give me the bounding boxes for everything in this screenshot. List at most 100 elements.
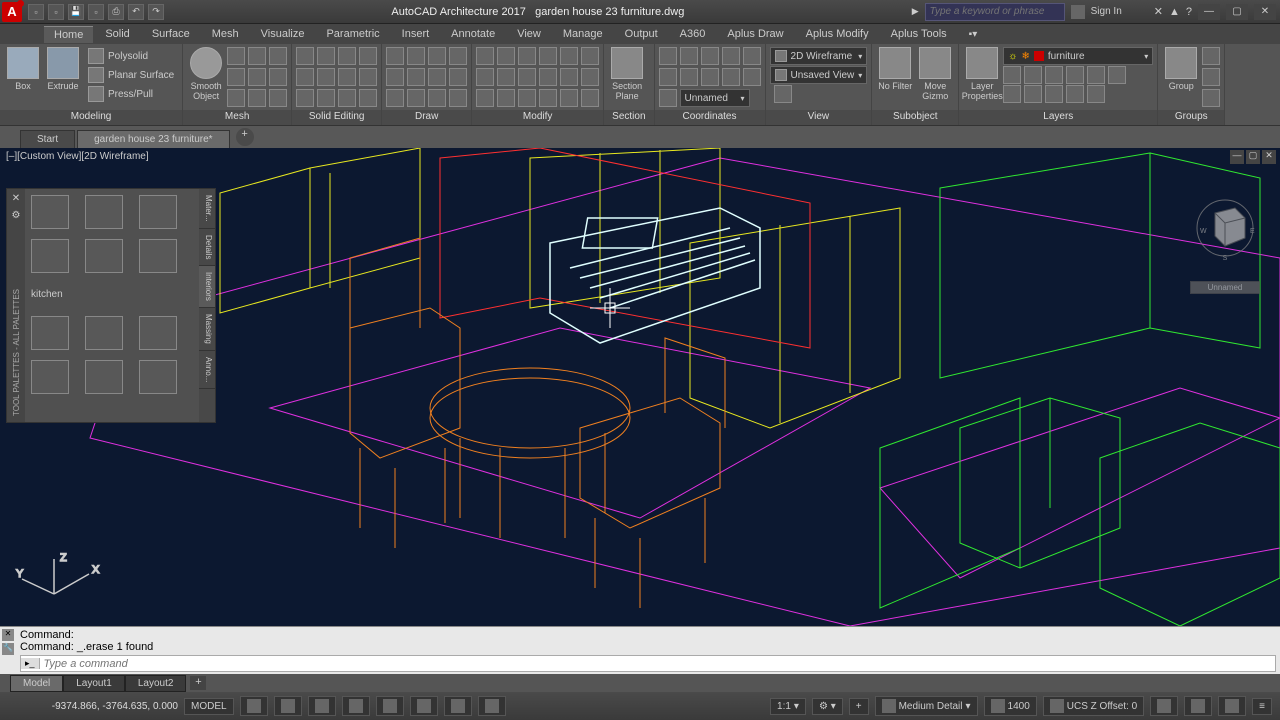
palette-item[interactable] xyxy=(139,239,177,273)
palette-item[interactable] xyxy=(85,316,123,350)
palette-item[interactable] xyxy=(85,360,123,394)
mesh-btn-6[interactable] xyxy=(269,68,287,86)
osnap-toggle[interactable] xyxy=(376,696,404,716)
mesh-btn-7[interactable] xyxy=(227,89,245,107)
app-menu-icon[interactable]: A xyxy=(2,2,22,22)
grid-toggle[interactable] xyxy=(240,696,268,716)
model-space-toggle[interactable]: MODEL xyxy=(184,698,234,715)
minimize-button[interactable]: — xyxy=(1198,4,1220,20)
ortho-toggle[interactable] xyxy=(308,696,336,716)
tab-home[interactable]: Home xyxy=(44,26,93,43)
qat-open-icon[interactable]: ▫ xyxy=(48,4,64,20)
tool-palette[interactable]: ✕ ⚙ TOOL PALETTES - ALL PALETTES kitchen xyxy=(6,188,216,423)
tab-aplustools[interactable]: Aplus Tools xyxy=(881,26,957,42)
viewcube[interactable]: S W E Unnamed xyxy=(1190,198,1260,278)
otrack-toggle[interactable] xyxy=(410,696,438,716)
tab-overflow-icon[interactable]: ▪▾ xyxy=(969,29,978,40)
layout1-tab[interactable]: Layout1 xyxy=(63,675,125,692)
maximize-button[interactable]: ▢ xyxy=(1226,4,1248,20)
hardware-accel-icon[interactable] xyxy=(1184,696,1212,716)
visual-style-dropdown[interactable]: 2D Wireframe xyxy=(770,47,868,65)
palette-item[interactable] xyxy=(31,360,69,394)
cmd-close-icon[interactable]: ✕ xyxy=(2,629,14,641)
qat-save-icon[interactable]: 💾 xyxy=(68,4,84,20)
tab-mesh[interactable]: Mesh xyxy=(202,26,249,42)
doctab-new-button[interactable]: + xyxy=(236,128,254,146)
qat-new-icon[interactable]: ▫ xyxy=(28,4,44,20)
detail-level-dropdown[interactable]: Medium Detail ▾ xyxy=(875,696,978,716)
palette-item[interactable] xyxy=(31,239,69,273)
palette-tab[interactable]: Mater... xyxy=(199,189,215,229)
infocenter-icon[interactable] xyxy=(1071,5,1085,19)
mesh-btn-2[interactable] xyxy=(248,47,266,65)
palette-tab[interactable]: Details xyxy=(199,229,215,266)
extrude-button[interactable]: Extrude xyxy=(44,47,82,91)
tab-manage[interactable]: Manage xyxy=(553,26,613,42)
mesh-btn-5[interactable] xyxy=(248,68,266,86)
palette-tab[interactable]: Interiors xyxy=(199,266,215,308)
dynucs-toggle[interactable] xyxy=(444,696,472,716)
iso-toggle[interactable] xyxy=(1150,696,1178,716)
palette-item[interactable] xyxy=(139,316,177,350)
close-button[interactable]: ✕ xyxy=(1254,4,1276,20)
layer-properties-button[interactable]: Layer Properties xyxy=(963,47,1001,101)
tab-aplusmodify[interactable]: Aplus Modify xyxy=(796,26,879,42)
palette-item[interactable] xyxy=(139,360,177,394)
palette-item[interactable] xyxy=(139,195,177,229)
palette-tab[interactable]: Anno... xyxy=(199,351,215,389)
mesh-btn-3[interactable] xyxy=(269,47,287,65)
qat-print-icon[interactable]: ⎙ xyxy=(108,4,124,20)
section-plane-button[interactable]: Section Plane xyxy=(608,47,646,101)
tab-output[interactable]: Output xyxy=(615,26,668,42)
gear-icon[interactable]: ⚙ ▾ xyxy=(812,698,843,715)
tab-surface[interactable]: Surface xyxy=(142,26,200,42)
tab-a360[interactable]: A360 xyxy=(670,26,716,42)
qat-undo-icon[interactable]: ↶ xyxy=(128,4,144,20)
scale-display[interactable]: 1:1 ▾ xyxy=(770,698,806,715)
qat-redo-icon[interactable]: ↷ xyxy=(148,4,164,20)
ucs-dropdown[interactable]: Unnamed xyxy=(680,89,750,107)
palette-item[interactable] xyxy=(85,195,123,229)
help-icon[interactable]: ? xyxy=(1186,6,1192,18)
ucs-offset-display[interactable]: UCS Z Offset: 0 xyxy=(1043,696,1144,716)
layout2-tab[interactable]: Layout2 xyxy=(125,675,187,692)
exchange-icon[interactable]: ✕ xyxy=(1154,5,1163,18)
mesh-btn-9[interactable] xyxy=(269,89,287,107)
play-icon[interactable]: ▶ xyxy=(912,6,919,17)
customize-icon[interactable]: ≡ xyxy=(1252,698,1272,715)
mesh-btn-1[interactable] xyxy=(227,47,245,65)
gizmo-button[interactable]: Move Gizmo xyxy=(916,47,954,101)
mesh-btn-8[interactable] xyxy=(248,89,266,107)
saved-view-dropdown[interactable]: Unsaved View xyxy=(770,66,868,84)
doctab-start[interactable]: Start xyxy=(20,130,75,148)
dyn-toggle[interactable] xyxy=(478,696,506,716)
viewcube-label[interactable]: Unnamed xyxy=(1190,281,1260,294)
palette-options-icon[interactable]: ⚙ xyxy=(12,210,21,221)
signin-label[interactable]: Sign In xyxy=(1091,6,1122,17)
elevation-display[interactable]: 1400 xyxy=(984,696,1037,716)
tab-annotate[interactable]: Annotate xyxy=(441,26,505,42)
command-input[interactable] xyxy=(40,658,1275,670)
polar-toggle[interactable] xyxy=(342,696,370,716)
polysolid-button[interactable]: Polysolid xyxy=(84,47,178,65)
group-button[interactable]: Group xyxy=(1162,47,1200,91)
plus-icon[interactable]: + xyxy=(849,698,869,715)
tab-aplusdraw[interactable]: Aplus Draw xyxy=(717,26,793,42)
palette-close-icon[interactable]: ✕ xyxy=(12,193,20,204)
planar-surface-button[interactable]: Planar Surface xyxy=(84,66,178,84)
tab-view[interactable]: View xyxy=(507,26,551,42)
doctab-file[interactable]: garden house 23 furniture* xyxy=(77,130,229,148)
qat-saveas-icon[interactable]: ▫ xyxy=(88,4,104,20)
palette-tab[interactable]: Massing xyxy=(199,308,215,351)
tab-solid[interactable]: Solid xyxy=(95,26,139,42)
palette-item[interactable] xyxy=(31,316,69,350)
mesh-btn-4[interactable] xyxy=(227,68,245,86)
drawing-area[interactable]: [‒][Custom View][2D Wireframe] — ▢ ✕ xyxy=(0,148,1280,626)
layout-add-button[interactable]: + xyxy=(190,676,206,690)
model-tab[interactable]: Model xyxy=(10,675,63,692)
box-button[interactable]: Box xyxy=(4,47,42,91)
tab-insert[interactable]: Insert xyxy=(392,26,440,42)
a360-icon[interactable]: ▲ xyxy=(1169,6,1180,18)
tab-parametric[interactable]: Parametric xyxy=(316,26,389,42)
help-search-input[interactable] xyxy=(925,3,1065,21)
